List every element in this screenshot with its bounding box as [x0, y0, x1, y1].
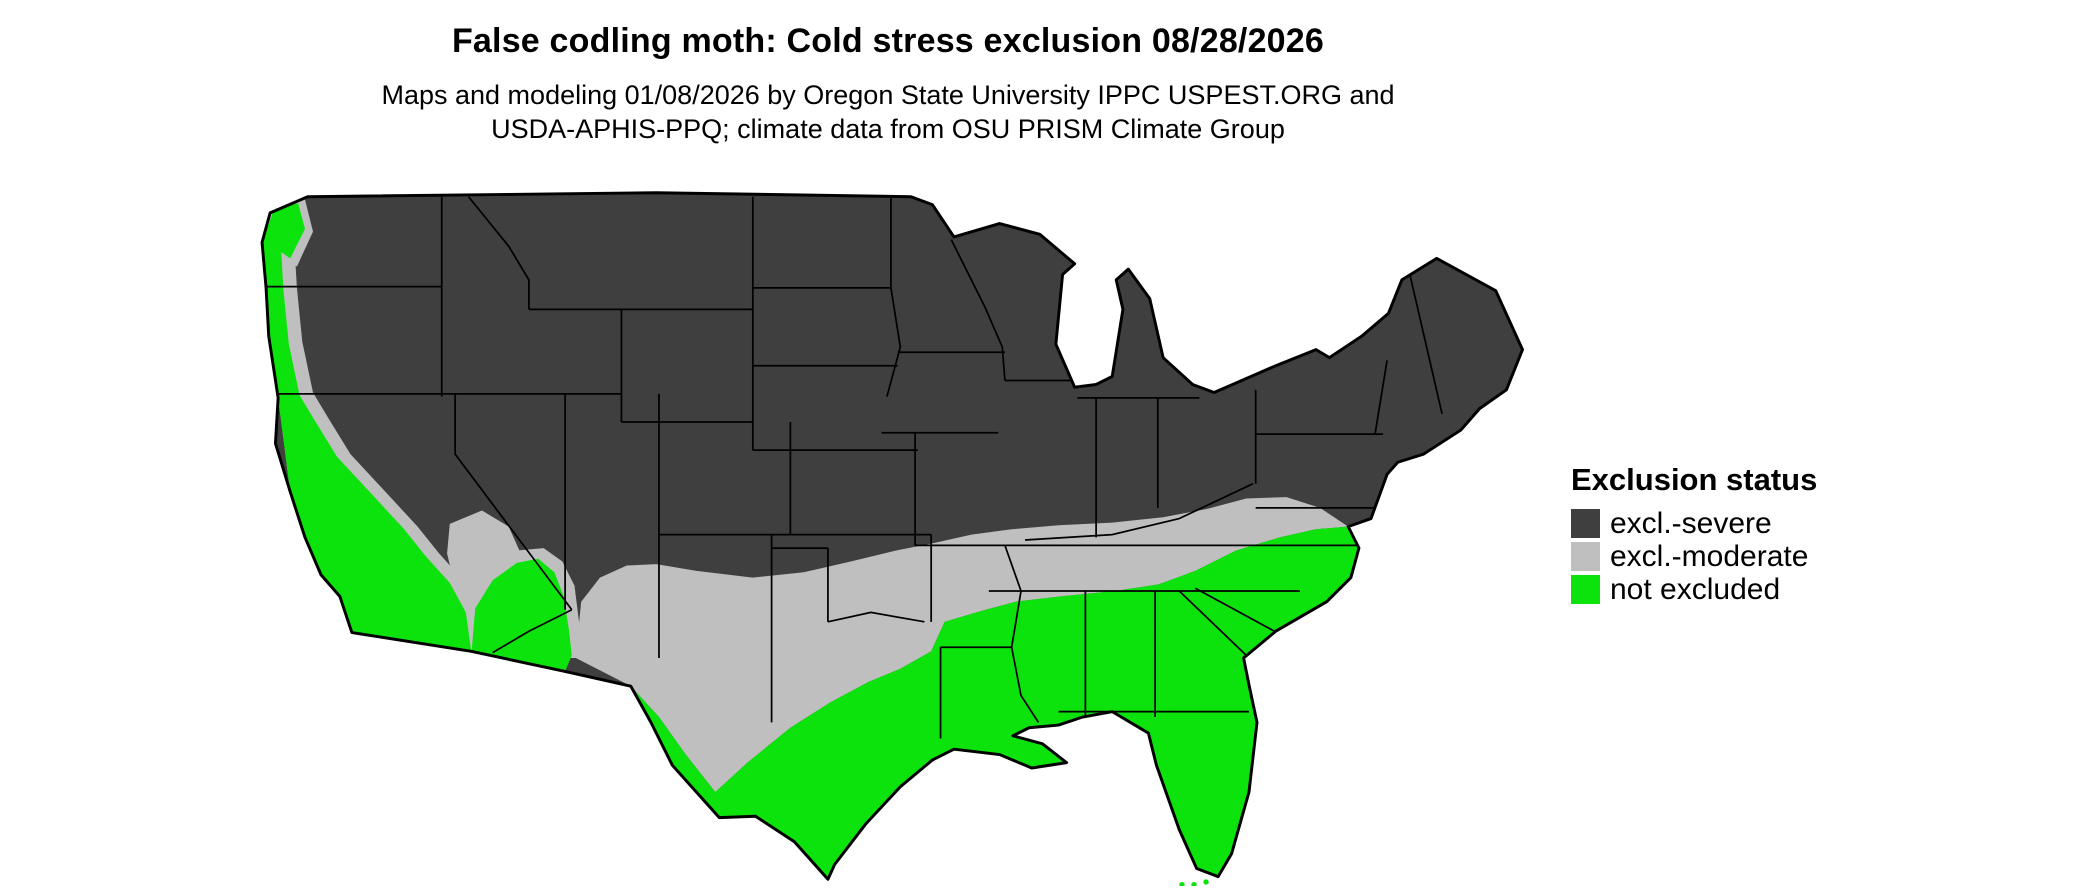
map-title: False codling moth: Cold stress exclusio…: [451, 22, 1325, 60]
legend-label-excl-severe: excl.-severe: [1610, 506, 1772, 540]
legend-item: not excluded: [1571, 574, 1817, 605]
florida-keys: [1179, 879, 1209, 886]
us-map: [254, 186, 1548, 886]
legend-swatch-excl-moderate: [1571, 542, 1600, 571]
state-borders: [264, 196, 1443, 739]
map-subtitle-line1: Maps and modeling 01/08/2026 by Oregon S…: [381, 80, 1395, 110]
legend: Exclusion status excl.-severe excl.-mode…: [1571, 462, 1817, 605]
legend-items: excl.-severe excl.-moderate not excluded: [1571, 508, 1817, 605]
legend-item: excl.-severe: [1571, 508, 1817, 539]
map-subtitle: Maps and modeling 01/08/2026 by Oregon S…: [0, 79, 1776, 147]
us-map-svg: [260, 191, 1524, 886]
legend-label-excl-moderate: excl.-moderate: [1610, 539, 1809, 573]
legend-title: Exclusion status: [1571, 462, 1818, 497]
map-subtitle-line2: USDA-APHIS-PPQ; climate data from OSU PR…: [491, 113, 1285, 144]
zone-not-excluded: [262, 203, 1359, 880]
header: False codling moth: Cold stress exclusio…: [0, 22, 1776, 147]
legend-swatch-excl-severe: [1571, 509, 1600, 538]
legend-item: excl.-moderate: [1571, 541, 1817, 572]
legend-label-not-excluded: not excluded: [1610, 572, 1781, 606]
legend-swatch-not-excluded: [1571, 575, 1600, 604]
